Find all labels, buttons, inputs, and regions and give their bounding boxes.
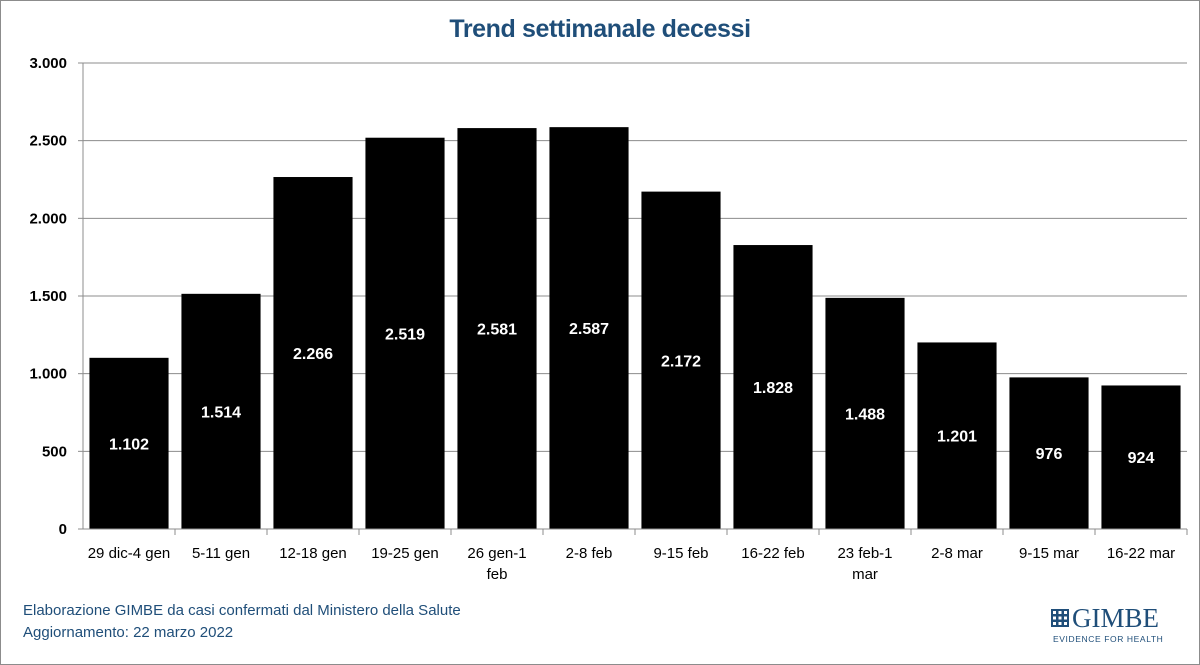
x-category-label-line: 26 gen-1 <box>467 545 526 562</box>
bar-value-label: 1.514 <box>201 404 241 421</box>
footer-source-text: Elaborazione GIMBE da casi confermati da… <box>23 602 461 619</box>
bar <box>457 128 537 529</box>
bar <box>1101 385 1181 529</box>
bar <box>273 177 353 530</box>
x-category-label-line: 12-18 gen <box>279 545 347 562</box>
chart-title: Trend settimanale decessi <box>449 15 751 43</box>
bar-value-label: 1.201 <box>937 429 977 446</box>
bar-value-label: 976 <box>1036 446 1063 463</box>
bar <box>549 127 629 530</box>
bar-value-label: 2.172 <box>661 353 701 370</box>
x-category-label: 23 feb-1 mar <box>837 545 892 583</box>
x-category-label-line: 9-15 mar <box>1019 545 1079 562</box>
bar <box>181 293 261 529</box>
bar <box>1009 377 1089 529</box>
bar-value-label: 1.828 <box>753 380 793 397</box>
bar <box>917 342 997 529</box>
y-tick-label: 0 <box>59 521 67 538</box>
x-category-label-line: 2-8 mar <box>931 545 983 562</box>
bar <box>733 245 813 529</box>
x-category-label: 16-22 feb <box>741 545 804 562</box>
bar-value-label: 2.587 <box>569 321 609 338</box>
bar <box>825 297 905 529</box>
x-category-label: 5-11 gen <box>192 545 250 562</box>
x-category-label-line: feb <box>487 566 508 583</box>
x-category-label-line: 16-22 mar <box>1107 545 1175 562</box>
x-category-label-line: 16-22 feb <box>741 545 804 562</box>
axes <box>78 62 1188 535</box>
x-category-label-line: 19-25 gen <box>371 545 439 562</box>
grid-lines <box>83 62 1187 452</box>
x-category-label: 29 dic-4 gen <box>88 545 171 562</box>
x-category-label: 2-8 mar <box>931 545 983 562</box>
x-category-label-line: 23 feb-1 <box>837 545 892 562</box>
gimbe-logo: GIMBE EVIDENCE FOR HEALTH <box>1051 605 1186 649</box>
x-category-label-line: mar <box>852 566 878 583</box>
x-category-labels: 29 dic-4 gen 5-11 gen 12-18 gen 19-25 gen 26… <box>88 545 1175 583</box>
bar <box>365 137 445 529</box>
bar-value-label: 1.102 <box>109 436 149 453</box>
y-tick-label: 2.500 <box>29 133 67 150</box>
bar-chart: 0 500 1.000 1.500 2.000 2.500 3.000 29 dic-4 g… <box>29 55 1188 583</box>
logo-tagline: EVIDENCE FOR HEALTH <box>1053 634 1164 644</box>
y-tick-label: 2.000 <box>29 210 67 227</box>
x-category-label: 12-18 gen <box>279 545 347 562</box>
bar-value-label: 1.488 <box>845 406 885 423</box>
bar-value-label: 924 <box>1128 450 1155 467</box>
x-category-label: 26 gen-1 feb <box>467 545 526 583</box>
bar-value-label: 2.519 <box>385 326 425 343</box>
x-category-label: 9-15 mar <box>1019 545 1079 562</box>
y-tick-label: 3.000 <box>29 55 67 72</box>
x-category-label-line: 2-8 feb <box>566 545 613 562</box>
x-category-label-line: 29 dic-4 gen <box>88 545 171 562</box>
logo-name: GIMBE <box>1072 603 1159 633</box>
x-category-label: 9-15 feb <box>653 545 708 562</box>
footer-update-text: Aggiornamento: 22 marzo 2022 <box>23 624 234 641</box>
x-category-label: 16-22 mar <box>1107 545 1175 562</box>
bar-value-labels: 1.102 1.514 2.266 2.519 2.581 2.587 2.172 1.828… <box>109 321 1154 467</box>
y-tick-label: 1.000 <box>29 366 67 383</box>
x-category-label-line: 5-11 gen <box>192 545 250 562</box>
bar-value-label: 2.266 <box>293 346 333 363</box>
y-tick-label: 1.500 <box>29 288 67 305</box>
x-category-label: 2-8 feb <box>566 545 613 562</box>
bar-value-label: 2.581 <box>477 322 517 339</box>
bar <box>89 357 169 529</box>
bars <box>89 127 1181 530</box>
logo-grid-icon <box>1051 609 1069 627</box>
x-category-label: 19-25 gen <box>371 545 439 562</box>
x-category-label-line: 9-15 feb <box>653 545 708 562</box>
y-tick-labels: 0 500 1.000 1.500 2.000 2.500 3.000 <box>29 55 67 538</box>
bar <box>641 191 721 529</box>
y-tick-label: 500 <box>42 443 67 460</box>
